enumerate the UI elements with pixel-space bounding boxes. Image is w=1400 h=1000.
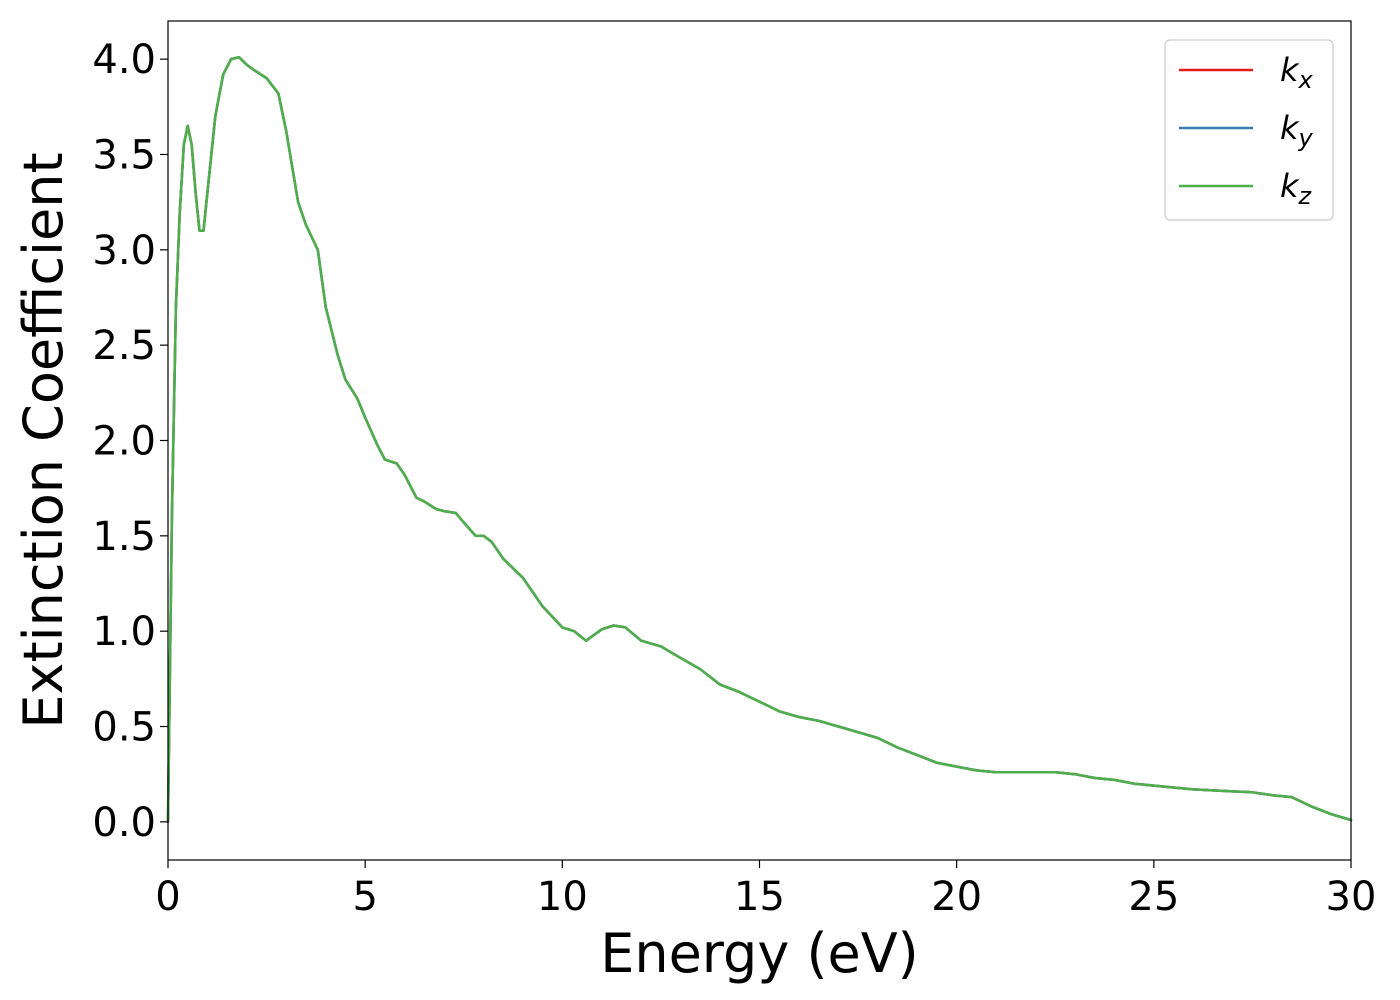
y-tick-label: 0.0 [92, 800, 156, 846]
y-tick-label: 1.5 [92, 514, 156, 560]
x-tick-label: 30 [1326, 874, 1377, 920]
legend-label-kz: kz [1280, 167, 1313, 210]
legend-label-kx: kx [1280, 51, 1314, 94]
x-tick-label: 15 [734, 874, 785, 920]
legend-label-ky: ky [1280, 109, 1314, 152]
plot-area [166, 55, 1353, 824]
x-tick-label: 0 [155, 874, 180, 920]
x-tick-label: 25 [1128, 874, 1179, 920]
axis-ticks: 0 5 10 15 20 25 30 0.0 0.5 1.0 1.5 2.0 2.5 3.0 3.5 4.0 [92, 37, 1376, 920]
legend-frame [1164, 39, 1334, 221]
series-line-kz [166, 55, 1353, 824]
x-axis-label: Energy (eV) [600, 922, 919, 985]
y-tick-label: 2.5 [92, 323, 156, 369]
y-axis-label: Extinction Coefficient [12, 152, 75, 728]
y-tick-label: 4.0 [92, 37, 156, 83]
legend: kx ky kz [1164, 39, 1334, 221]
y-tick-label: 1.0 [92, 609, 156, 655]
x-tick-label: 5 [352, 874, 377, 920]
y-tick-label: 0.5 [92, 705, 156, 751]
y-tick-label: 2.0 [92, 419, 156, 465]
x-tick-label: 20 [931, 874, 982, 920]
x-tick-label: 10 [537, 874, 588, 920]
y-tick-label: 3.5 [92, 132, 156, 178]
y-tick-label: 3.0 [92, 228, 156, 274]
